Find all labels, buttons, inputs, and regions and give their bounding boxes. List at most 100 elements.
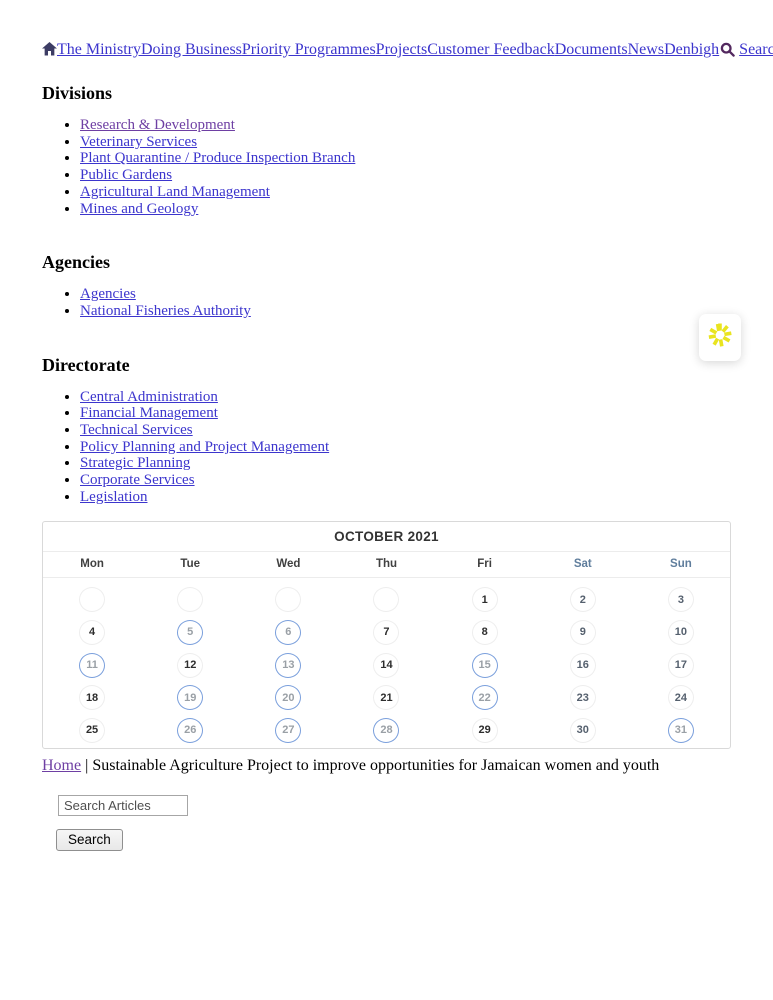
list-item: Corporate Services [80,472,731,489]
article-search-button[interactable]: Search [56,828,123,851]
calendar-day-2: 2 [569,587,596,613]
calendar-day-11[interactable]: 11 [79,652,106,678]
calendar-day-15[interactable]: 15 [471,652,498,678]
section-list-agencies: AgenciesNational Fisheries Authority [42,286,731,319]
link-mines-and-geology[interactable]: Mines and Geology [80,200,199,217]
nav-link-denbigh[interactable]: Denbigh [664,41,720,58]
list-item: Technical Services [80,422,731,439]
calendar-day-14: 14 [373,652,400,678]
link-agricultural-land-management[interactable]: Agricultural Land Management [80,183,270,200]
article-search-form: Search [56,794,731,851]
link-agencies[interactable]: Agencies [80,286,136,303]
calendar-cell: 27 [239,717,337,743]
calendar-grid: 1 2 3 4 5 6 7 8 9 10 11 12 13 14 15 16 17 18 19 20 21 22 23 24 2… [43,578,730,748]
section-heading-directorate: Directorate [42,354,130,375]
link-strategic-planning[interactable]: Strategic Planning [80,455,191,472]
calendar-day-empty [79,587,106,613]
calendar-cell [337,587,435,613]
nav-link-doing-business[interactable]: Doing Business [141,41,242,58]
list-item: Strategic Planning [80,455,731,472]
nav-search-link[interactable]: Search [739,41,773,58]
calendar-cell: 5 [141,619,239,645]
day-header-sun: Sun [670,558,692,571]
calendar-day-9: 9 [569,619,596,645]
calendar-week-row: 11 12 13 14 15 16 17 [43,649,730,682]
day-header-tue: Tue [180,558,200,571]
nav-link-priority-programmes[interactable]: Priority Programmes [241,41,376,58]
asterisk-spinner-icon [706,321,734,354]
calendar-cell: 12 [141,652,239,678]
main-nav: The MinistryDoing BusinessPriority Progr… [42,0,773,62]
calendar-cell: 16 [534,652,632,678]
calendar-day-28[interactable]: 28 [373,717,400,743]
calendar-day-6[interactable]: 6 [275,619,302,645]
calendar-cell: 25 [43,717,141,743]
list-item: Agricultural Land Management [80,184,731,201]
nav-link-news[interactable]: News [627,41,665,58]
list-item: Mines and Geology [80,201,731,218]
calendar-day-5[interactable]: 5 [177,619,204,645]
calendar-day-26[interactable]: 26 [177,717,204,743]
calendar-cell: 17 [632,652,730,678]
calendar-cell: 24 [632,685,730,711]
list-item: National Fisheries Authority [80,303,731,320]
calendar-day-10: 10 [667,619,694,645]
accessibility-widget-button[interactable] [699,314,741,361]
home-icon[interactable] [42,42,57,61]
link-legislation[interactable]: Legislation [80,488,148,505]
nav-link-documents[interactable]: Documents [554,41,628,58]
calendar-cell: 20 [239,685,337,711]
calendar-cell: 28 [337,717,435,743]
calendar-day-27[interactable]: 27 [275,717,302,743]
link-central-administration[interactable]: Central Administration [80,388,218,405]
breadcrumb-home-link[interactable]: Home [42,756,82,774]
calendar-day-13[interactable]: 13 [275,652,302,678]
calendar-day-29: 29 [471,717,498,743]
calendar-cell: 4 [43,619,141,645]
calendar-cell: 18 [43,685,141,711]
calendar-day-23: 23 [569,685,596,711]
calendar-day-31[interactable]: 31 [667,717,694,743]
nav-link-customer-feedback[interactable]: Customer Feedback [427,41,555,58]
calendar-cell: 10 [632,619,730,645]
link-public-gardens[interactable]: Public Gardens [80,167,173,184]
list-item: Central Administration [80,389,731,406]
link-corporate-services[interactable]: Corporate Services [80,472,195,489]
day-header-mon: Mon [80,558,104,571]
nav-links: The MinistryDoing BusinessPriority Progr… [57,41,719,58]
breadcrumb: Home | Sustainable Agriculture Project to … [42,757,731,775]
calendar-cell: 8 [436,619,534,645]
nav-link-projects[interactable]: Projects [375,41,428,58]
link-veterinary-services[interactable]: Veterinary Services [80,133,198,150]
calendar-day-20[interactable]: 20 [275,685,302,711]
calendar-day-3: 3 [667,587,694,613]
calendar-day-headers: Mon Tue Wed Thu Fri Sat Sun [43,552,730,578]
link-national-fisheries-authority[interactable]: National Fisheries Authority [80,302,251,319]
calendar-cell: 26 [141,717,239,743]
link-plant-quarantine-produce-inspection-branch[interactable]: Plant Quarantine / Produce Inspection Br… [80,150,356,167]
list-item: Veterinary Services [80,134,731,151]
calendar-day-22[interactable]: 22 [471,685,498,711]
article-search-input[interactable] [58,794,188,816]
calendar-cell: 21 [337,685,435,711]
breadcrumb-separator: | [85,756,89,774]
list-item: Policy Planning and Project Management [80,439,731,456]
calendar-cell: 15 [436,652,534,678]
link-policy-planning-and-project-management[interactable]: Policy Planning and Project Management [80,438,330,455]
section-list-divisions: Research & DevelopmentVeterinary Service… [42,117,731,217]
calendar-week-row: 1 2 3 [43,584,730,617]
calendar-day-8: 8 [471,619,498,645]
calendar-cell: 3 [632,587,730,613]
link-technical-services[interactable]: Technical Services [80,422,193,439]
search-magnifier-icon[interactable] [720,42,735,62]
section-agencies: AgenciesAgenciesNational Fisheries Autho… [42,252,731,319]
nav-link-the-ministry[interactable]: The Ministry [57,41,141,58]
calendar-cell: 19 [141,685,239,711]
calendar-day-21: 21 [373,685,400,711]
calendar-title: OCTOBER 2021 [43,522,730,552]
link-research-development[interactable]: Research & Development [80,117,235,133]
calendar-day-7: 7 [373,619,400,645]
calendar-day-19[interactable]: 19 [177,685,204,711]
link-financial-management[interactable]: Financial Management [80,405,218,422]
nav-search: Search [719,41,773,62]
